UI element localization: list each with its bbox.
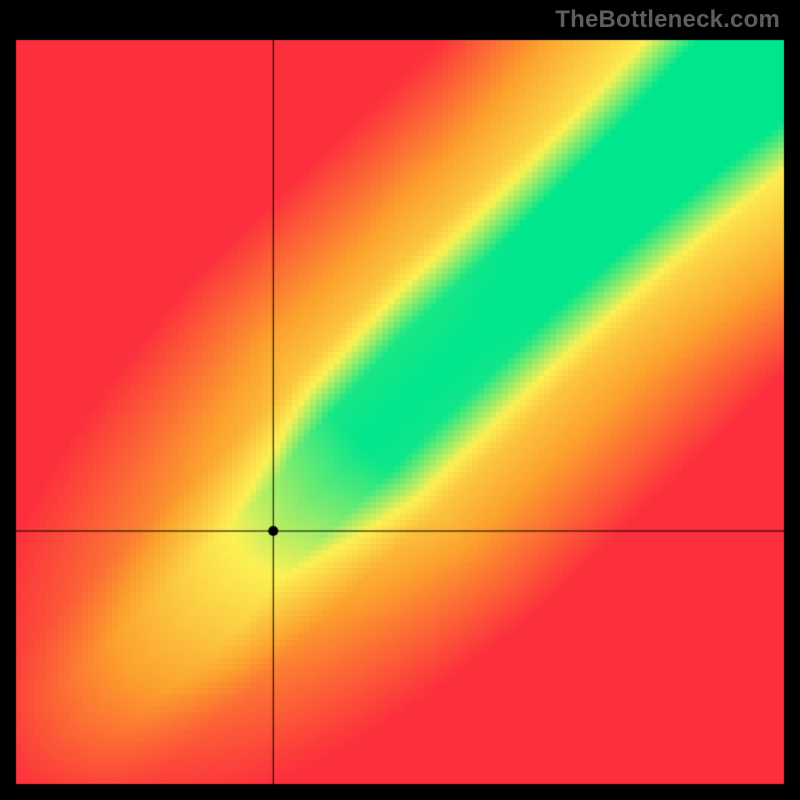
bottleneck-heatmap: [0, 0, 800, 800]
watermark-text: TheBottleneck.com: [555, 6, 780, 34]
chart-container: TheBottleneck.com: [0, 0, 800, 800]
